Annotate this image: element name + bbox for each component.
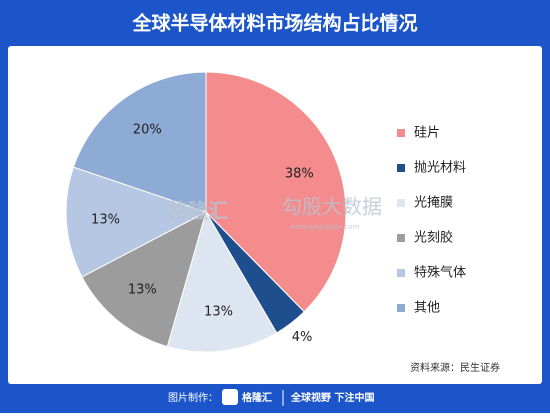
legend-label: 光掩膜 bbox=[414, 196, 453, 211]
data-label: 13% bbox=[204, 305, 233, 320]
legend-label: 其他 bbox=[414, 301, 440, 316]
pie-slice bbox=[205, 71, 347, 313]
watermark: www.gogudata.com bbox=[290, 223, 359, 231]
legend-swatch bbox=[397, 234, 405, 242]
legend-label: 特殊气体 bbox=[414, 265, 466, 281]
footer-logo bbox=[222, 389, 238, 405]
pie-slice bbox=[65, 166, 208, 278]
watermark: 格隆汇 bbox=[168, 199, 228, 223]
data-label: 20% bbox=[133, 123, 162, 138]
legend-label: 硅片 bbox=[414, 126, 440, 141]
legend-swatch bbox=[397, 199, 405, 207]
source: 资料来源：民生证券 bbox=[410, 361, 500, 374]
footer-text: 全球视野 下注中国 bbox=[290, 391, 374, 404]
footer-text: 图片制作： bbox=[168, 391, 218, 404]
legend-swatch bbox=[397, 269, 405, 277]
data-label: 4% bbox=[292, 330, 313, 345]
legend-swatch bbox=[397, 304, 405, 312]
legend-swatch bbox=[397, 164, 405, 172]
pie-slice bbox=[81, 211, 207, 348]
data-label: 13% bbox=[91, 212, 120, 227]
pie-slice bbox=[72, 71, 207, 213]
pie-slice bbox=[166, 210, 278, 353]
data-label: 13% bbox=[128, 283, 157, 298]
data-label: 38% bbox=[285, 166, 314, 181]
footer-text: 格隆汇 bbox=[242, 391, 272, 404]
legend-label: 光刻胶 bbox=[414, 230, 453, 246]
legend-swatch bbox=[397, 129, 405, 137]
legend-label: 抛光材料 bbox=[414, 161, 466, 176]
watermark: 勾股大数据 bbox=[282, 195, 382, 219]
chart-title: 全球半导体材料市场结构占比情况 bbox=[131, 12, 417, 35]
pie: 38% 4% 13% 13% 13% 20% bbox=[65, 71, 347, 353]
